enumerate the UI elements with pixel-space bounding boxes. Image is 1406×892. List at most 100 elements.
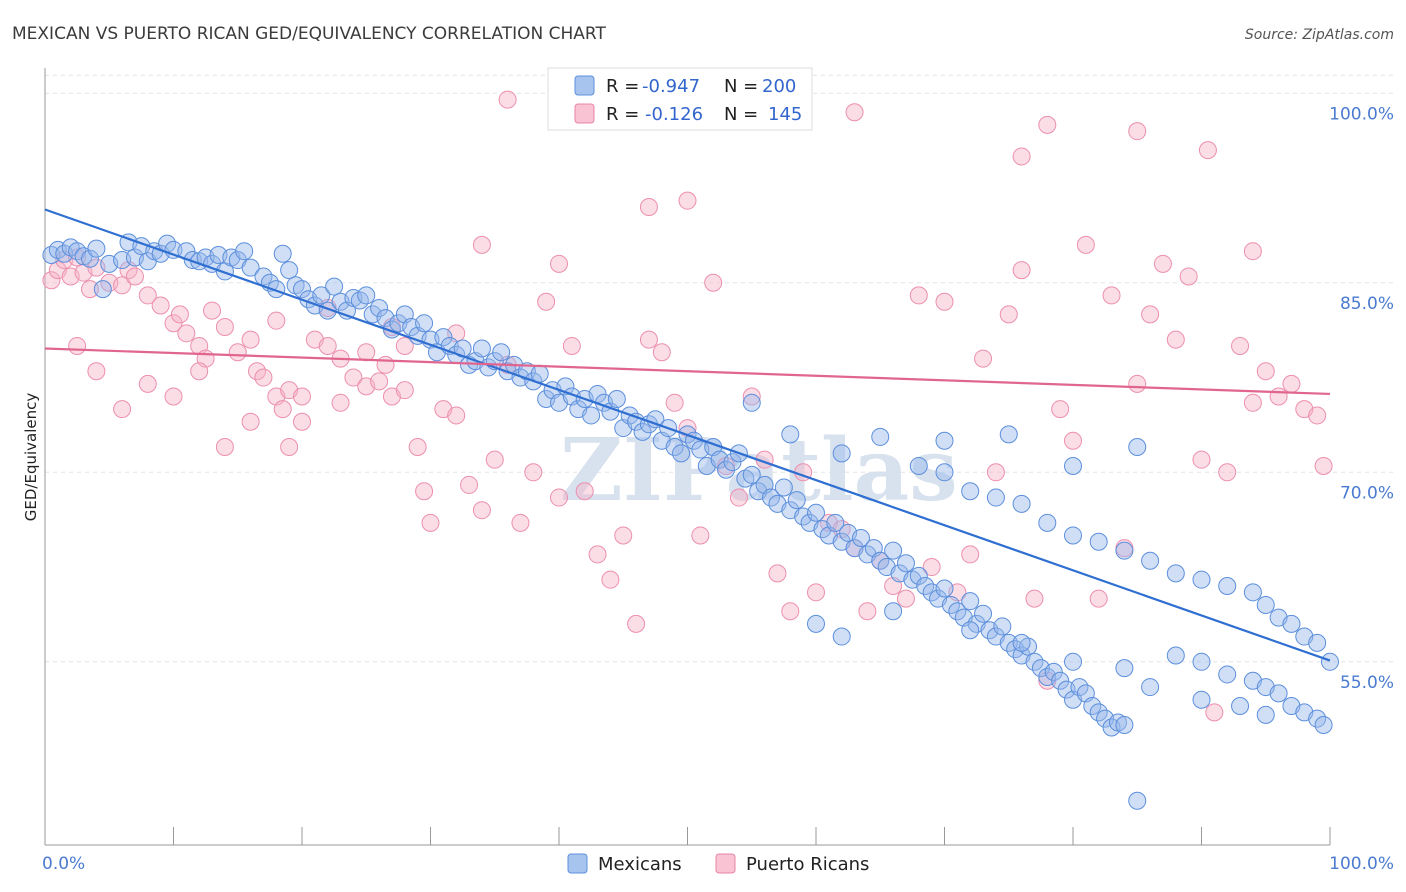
puerto-ricans-point: [357, 343, 376, 362]
mexicans-point: [1192, 690, 1211, 709]
mexicans-point: [1115, 659, 1134, 678]
puerto-ricans-point: [460, 475, 479, 494]
mexicans-point: [961, 621, 980, 640]
puerto-ricans-point: [1012, 261, 1031, 280]
mexicans-point: [633, 422, 652, 441]
puerto-ricans-point: [447, 406, 466, 425]
puerto-ricans-point: [203, 301, 222, 320]
mexicans-point: [646, 410, 665, 429]
mexicans-point: [1051, 671, 1070, 690]
puerto-ricans-point: [562, 336, 581, 355]
puerto-ricans-point: [524, 463, 543, 482]
puerto-ricans-point: [1166, 330, 1185, 349]
mexicans-point: [530, 364, 549, 383]
puerto-ricans-point: [1051, 400, 1070, 419]
puerto-ricans-point: [68, 336, 87, 355]
puerto-ricans-point: [1243, 242, 1262, 261]
puerto-ricans-point: [729, 488, 748, 507]
y-axis-tick-labels: 55.0% 70.0% 85.0% 100.0%: [1329, 104, 1394, 693]
bottom-legend-label-mexicans: Mexicans: [598, 854, 682, 875]
puerto-ricans-point: [485, 450, 504, 469]
mexicans-point: [1038, 513, 1057, 532]
puerto-ricans-point: [138, 374, 157, 393]
puerto-ricans-point: [408, 438, 427, 457]
mexicans-point: [1064, 526, 1082, 545]
puerto-ricans-point: [415, 482, 434, 501]
mexicans-point: [293, 280, 311, 299]
puerto-ricans-point: [395, 381, 414, 400]
bottom-legend-swatch-puerto-ricans: [715, 853, 736, 874]
puerto-ricans-point: [1192, 450, 1211, 469]
puerto-ricans-point: [1269, 387, 1288, 406]
mexicans-point: [742, 393, 761, 412]
mexicans-point: [742, 465, 761, 484]
legend-swatch-puerto-ricans: [574, 103, 595, 124]
mexicans-point: [1308, 633, 1327, 652]
y-tick-label: 55.0%: [1340, 673, 1394, 693]
mexicans-point: [672, 444, 691, 463]
puerto-ricans-point: [807, 583, 825, 602]
puerto-ricans-point: [318, 336, 337, 355]
x-tick-label-max: 100.0%: [1329, 854, 1394, 874]
mexicans-point: [267, 280, 286, 299]
puerto-ricans-point: [537, 292, 556, 311]
mexicans-point: [909, 566, 928, 585]
puerto-ricans-point: [575, 482, 594, 501]
puerto-ricans-point: [704, 273, 723, 292]
mexicans-point: [961, 592, 980, 611]
legend-n-label-puerto-ricans: N =: [724, 104, 758, 125]
puerto-ricans-point: [858, 602, 877, 621]
puerto-ricans-point: [228, 343, 247, 362]
mexicans-point: [87, 239, 106, 258]
mexicans-point: [1115, 715, 1134, 734]
mexicans-point: [357, 286, 376, 305]
mexicans-point: [896, 554, 915, 573]
puerto-ricans-point: [113, 276, 132, 295]
puerto-ricans-point: [768, 564, 787, 583]
puerto-ricans-point: [138, 286, 157, 305]
puerto-ricans-point: [472, 235, 491, 254]
grid-lines: [45, 74, 1394, 663]
puerto-ricans-point: [472, 501, 491, 520]
mexicans-point: [1128, 791, 1147, 810]
puerto-ricans-point: [742, 387, 761, 406]
puerto-ricans-point: [170, 305, 189, 324]
y-tick-label: 70.0%: [1340, 483, 1394, 503]
puerto-ricans-point: [961, 545, 980, 564]
mexicans-point: [1256, 705, 1275, 724]
puerto-ricans-point: [370, 372, 389, 391]
puerto-ricans-point: [1314, 456, 1333, 475]
mexicans-point: [974, 604, 993, 623]
series-legend: Mexicans Puerto Ricans: [567, 853, 869, 875]
legend-n-label-mexicans: N =: [724, 76, 758, 97]
mexicans-point: [1115, 541, 1134, 560]
mexicans-point: [871, 551, 890, 570]
chart-source: Source: ZipAtlas.com: [1245, 27, 1394, 43]
mexicans-point: [935, 463, 954, 482]
mexicans-point: [80, 249, 99, 268]
puerto-ricans-point: [498, 90, 517, 109]
mexicans-point: [871, 427, 890, 446]
mexicans-point: [273, 244, 292, 263]
puerto-ricans-point: [627, 614, 646, 633]
mexicans-point: [665, 438, 684, 457]
mexicans-point: [1256, 595, 1275, 614]
mexicans-point: [1064, 652, 1082, 671]
mexicans-point: [1025, 652, 1044, 671]
puerto-ricans-point: [267, 311, 286, 330]
mexicans-point: [1089, 703, 1108, 722]
mexicans-point: [774, 478, 793, 497]
puerto-ricans-point: [974, 349, 993, 368]
mexicans-point: [909, 456, 928, 475]
x-axis-ticks: [44, 827, 1331, 845]
puerto-ricans-point: [1076, 235, 1095, 254]
puerto-ricans-point: [614, 526, 633, 545]
mexicans-point: [1166, 564, 1185, 583]
mexicans-point: [993, 617, 1012, 636]
mexicans-point: [1083, 697, 1102, 716]
puerto-ricans-point: [80, 280, 99, 299]
puerto-ricans-point: [1198, 141, 1217, 160]
puerto-ricans-point: [1179, 267, 1198, 286]
puerto-ricans-point: [1012, 147, 1031, 166]
puerto-ricans-point: [177, 324, 196, 343]
